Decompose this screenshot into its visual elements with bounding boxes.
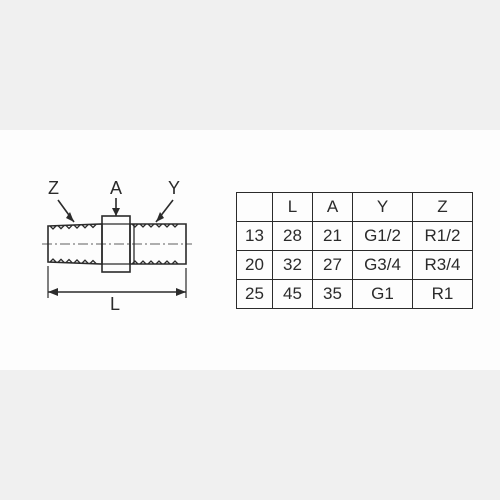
cell-y: G1/2 [353,221,413,250]
cell-z: R1 [413,279,473,308]
label-y: Y [168,178,180,198]
technical-drawing: Z A Y [18,170,218,330]
header-a: A [313,192,353,221]
label-z: Z [48,178,59,198]
label-a: A [110,178,122,198]
cell-l: 45 [273,279,313,308]
header-blank [237,192,273,221]
cell-key: 13 [237,221,273,250]
fitting-svg: Z A Y [18,170,218,330]
cell-z: R3/4 [413,250,473,279]
cell-z: R1/2 [413,221,473,250]
content-container: Z A Y [0,130,500,370]
cell-l: 28 [273,221,313,250]
cell-a: 35 [313,279,353,308]
dimension-l: L [48,266,186,314]
header-z: Z [413,192,473,221]
cell-a: 27 [313,250,353,279]
table-row: 20 32 27 G3/4 R3/4 [237,250,473,279]
cell-key: 20 [237,250,273,279]
cell-key: 25 [237,279,273,308]
table-header-row: L A Y Z [237,192,473,221]
dimension-table: L A Y Z 13 28 21 G1/2 R1/2 20 32 27 G3/4… [236,192,473,309]
header-l: L [273,192,313,221]
cell-y: G1 [353,279,413,308]
table-row: 13 28 21 G1/2 R1/2 [237,221,473,250]
cell-y: G3/4 [353,250,413,279]
header-y: Y [353,192,413,221]
label-l: L [110,294,120,314]
cell-l: 32 [273,250,313,279]
cell-a: 21 [313,221,353,250]
table-row: 25 45 35 G1 R1 [237,279,473,308]
